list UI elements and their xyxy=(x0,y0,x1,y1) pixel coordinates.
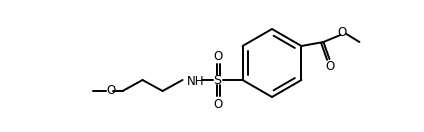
Text: NH: NH xyxy=(187,75,204,88)
Text: O: O xyxy=(213,50,222,62)
Text: O: O xyxy=(338,27,347,39)
Text: O: O xyxy=(213,98,222,110)
Text: O: O xyxy=(326,60,335,74)
Text: S: S xyxy=(214,74,222,86)
Text: O: O xyxy=(106,84,115,98)
